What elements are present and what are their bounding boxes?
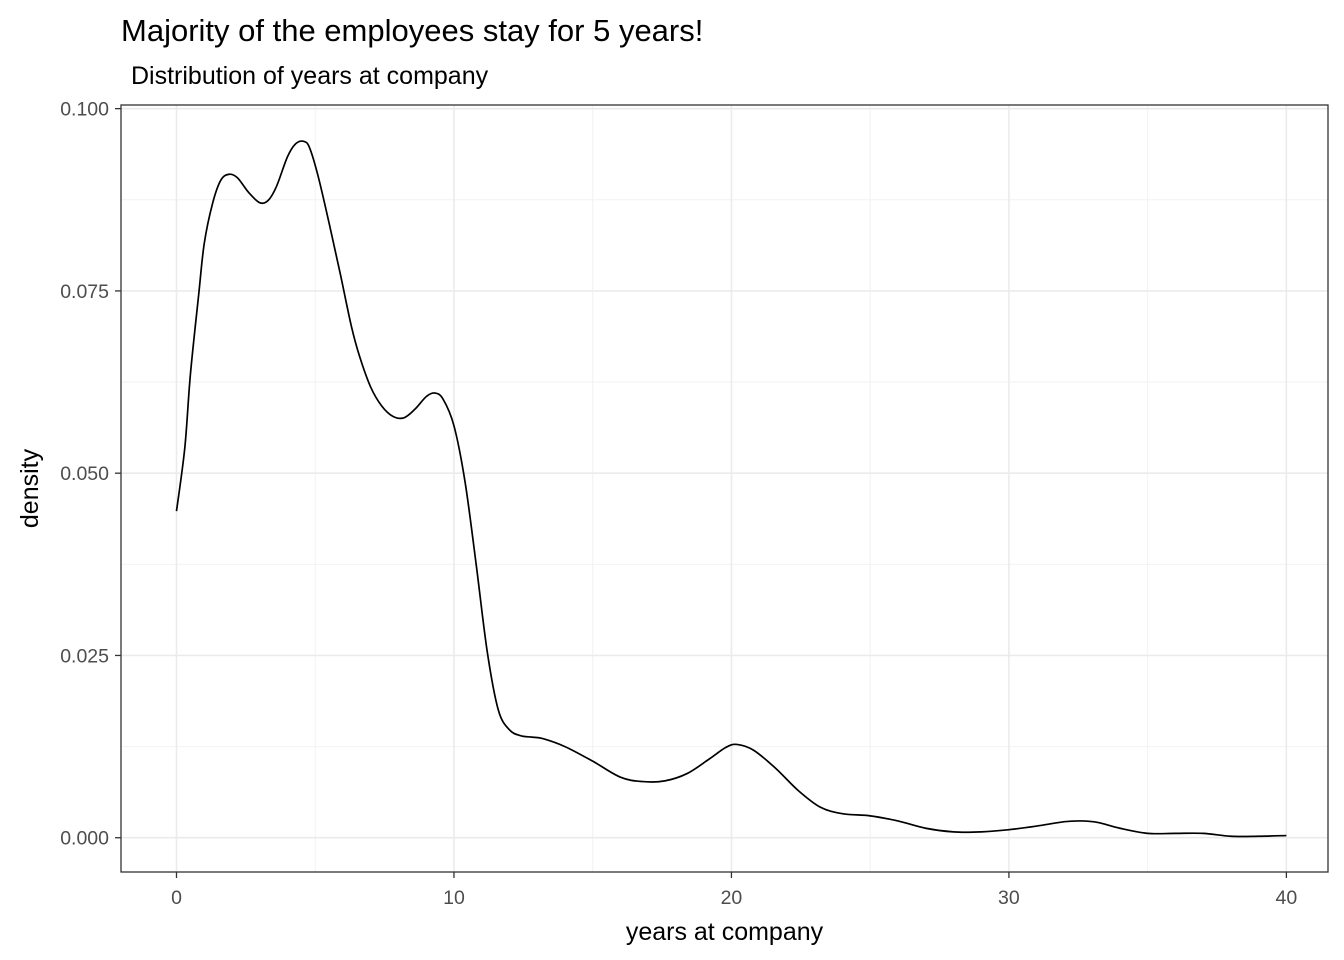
y-tick-label: 0.075 bbox=[60, 281, 109, 303]
y-tick-label: 0.000 bbox=[60, 828, 109, 850]
x-tick-label: 0 bbox=[171, 887, 182, 909]
plot-panel bbox=[120, 104, 1329, 873]
density-line bbox=[175, 140, 1287, 838]
y-tick-label: 0.100 bbox=[60, 99, 109, 121]
chart-title: Majority of the employees stay for 5 yea… bbox=[121, 13, 703, 48]
x-axis-title: years at company bbox=[626, 918, 824, 946]
x-tick-label: 20 bbox=[721, 887, 743, 909]
grid bbox=[121, 105, 1328, 872]
axes: 0 10 20 30 40 0.000 0.025 0.050 0.075 0.100 bbox=[60, 99, 1297, 909]
y-tick-label: 0.025 bbox=[60, 645, 109, 667]
x-tick-label: 30 bbox=[998, 887, 1020, 909]
y-axis-title: density bbox=[16, 448, 44, 528]
chart-subtitle: Distribution of years at company bbox=[131, 62, 489, 90]
y-tick-label: 0.050 bbox=[60, 463, 109, 485]
x-tick-label: 10 bbox=[443, 887, 465, 909]
x-tick-label: 40 bbox=[1276, 887, 1298, 909]
